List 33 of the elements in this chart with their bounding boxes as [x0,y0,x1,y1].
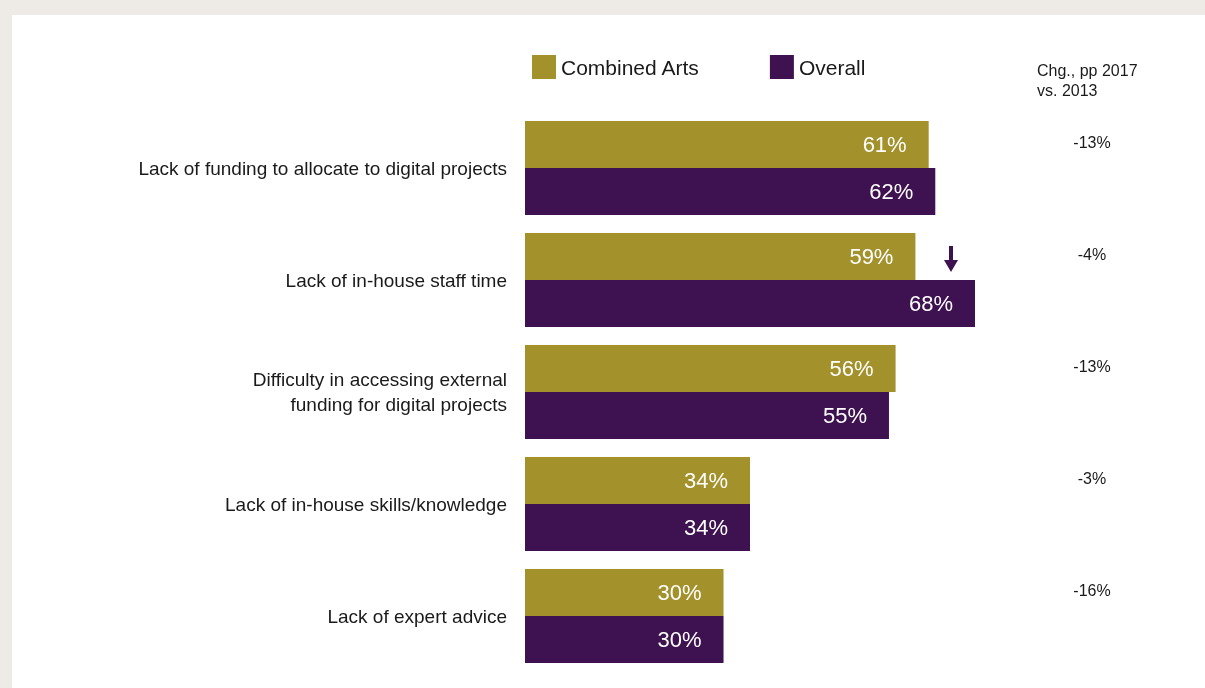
bar [525,344,896,392]
data-label: 56% [829,355,874,381]
data-label: 68% [908,291,953,317]
legend-label: Overall [798,55,866,79]
bar [525,392,889,440]
legend-label: Combined Arts [561,55,699,79]
data-label: 55% [822,403,867,429]
data-label: 62% [869,179,914,205]
text: -13% [1073,133,1111,151]
y-tick-label: Lack of in-house staff time [285,269,507,291]
bar [525,120,929,168]
text: -13% [1073,357,1111,375]
y-tick-label: Lack of funding to allocate to digital projects [138,157,507,179]
text: -16% [1073,581,1111,599]
text: Chg., pp 2017 vs. 2013 [1037,61,1138,99]
y-tick-label: Lack of in-house skills/knowledge [225,493,507,515]
data-label: 30% [657,627,702,653]
data-label: 61% [862,131,907,157]
y-tick-label: Lack of expert advice [327,605,507,627]
y-tick-label: Difficulty in accessing external funding for digital projects [252,369,507,415]
data-label: 34% [683,467,728,493]
text: -4% [1077,245,1107,263]
data-label: 30% [657,579,702,605]
data-label: 59% [849,243,894,269]
bar [525,280,975,328]
bar [525,616,724,664]
data-label: 34% [683,515,728,541]
bar [525,456,750,504]
text: -3% [1077,469,1107,487]
bar [525,504,750,552]
bar [525,168,936,216]
bar [525,568,724,616]
bar [525,232,916,280]
